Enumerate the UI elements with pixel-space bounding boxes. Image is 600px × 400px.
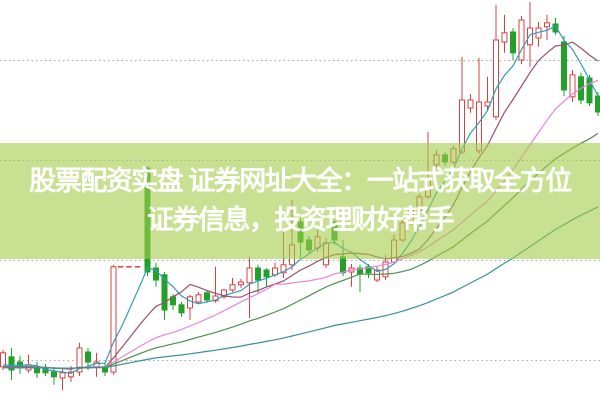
candle-body — [204, 292, 210, 301]
title-banner: 股票配资实盘 证券网址大全：一站式获取全方位 证券信息，投资理财好帮手 — [0, 143, 600, 259]
candle-body — [501, 32, 508, 43]
candle-body — [8, 356, 15, 371]
candle-body — [229, 284, 236, 291]
candle-body — [586, 77, 593, 104]
candle-body — [59, 372, 66, 379]
candle-body — [595, 95, 600, 113]
candle-body — [569, 74, 576, 98]
candle-body — [510, 31, 516, 54]
candle-body — [493, 39, 499, 118]
candle-body — [178, 304, 185, 314]
candle-body — [238, 281, 244, 286]
candle-body — [365, 266, 372, 274]
candle-body — [255, 267, 261, 281]
candle-body — [76, 347, 83, 373]
candle-body — [110, 266, 117, 373]
candle-body — [195, 294, 202, 303]
candle-body — [544, 22, 550, 28]
candle-body — [161, 274, 168, 311]
candle-body — [221, 289, 227, 298]
candle-body — [280, 264, 287, 274]
candle-body — [561, 41, 567, 91]
candle-body — [527, 27, 533, 46]
candle-body — [263, 269, 270, 278]
candle-body — [68, 371, 74, 378]
ma-line-ma60 — [2, 206, 599, 369]
banner-title-line1: 股票配资实盘 证券网址大全：一站式获取全方位 — [29, 166, 572, 196]
candle-body — [187, 296, 193, 309]
candle-body — [340, 256, 346, 274]
ma-line-ma5 — [2, 25, 599, 375]
candle-body — [518, 19, 525, 61]
candle-body — [374, 269, 380, 281]
candle-body — [85, 351, 91, 363]
candle-body — [153, 267, 159, 281]
banner-title-line2: 证券信息，投资理财好帮手 — [147, 205, 455, 235]
candle-body — [51, 371, 57, 378]
candle-body — [246, 267, 253, 284]
candle-body — [467, 99, 474, 109]
